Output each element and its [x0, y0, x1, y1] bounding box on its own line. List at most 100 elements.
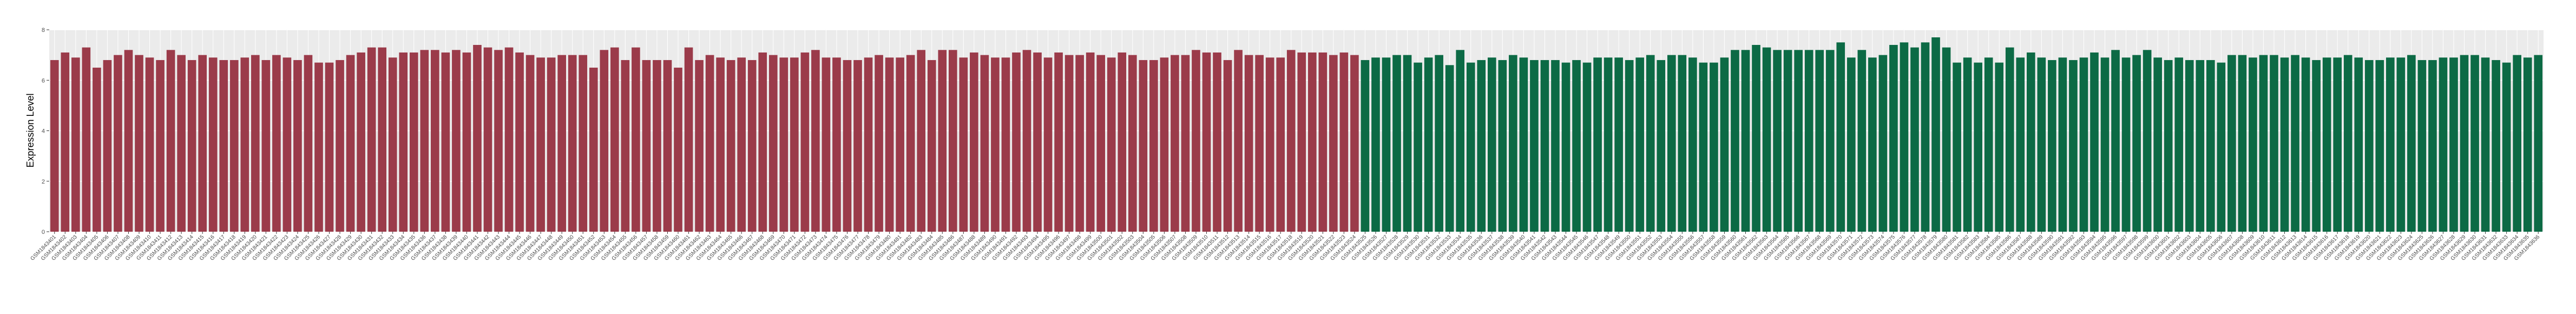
bar: [674, 67, 682, 232]
bar: [726, 60, 735, 232]
bar: [758, 52, 767, 232]
bar: [1593, 57, 1602, 232]
bar: [716, 57, 725, 232]
bar: [864, 57, 873, 232]
bar: [1614, 57, 1623, 232]
bar: [1942, 47, 1951, 232]
bar: [1625, 60, 1634, 232]
bar: [2016, 57, 2025, 232]
bar: [1530, 60, 1539, 232]
bar: [103, 60, 112, 232]
bar: [1139, 60, 1148, 232]
bar: [462, 52, 471, 232]
bar: [198, 55, 207, 232]
bar: [2301, 57, 2310, 232]
bar: [525, 55, 535, 232]
bar: [1350, 55, 1359, 232]
bar: [483, 47, 492, 232]
bar: [779, 57, 788, 232]
bar: [261, 60, 271, 232]
bar: [1582, 62, 1592, 232]
bar: [1086, 52, 1095, 232]
bar: [2523, 57, 2532, 232]
bar: [50, 60, 59, 232]
bar: [737, 57, 746, 232]
bar: [2069, 60, 2078, 232]
bar: [705, 55, 714, 232]
bar: [1762, 47, 1771, 232]
bar: [2439, 57, 2448, 232]
bar: [1022, 50, 1031, 232]
bar: [293, 60, 302, 232]
bar: [1889, 44, 1898, 232]
bar: [282, 57, 292, 232]
bar: [208, 57, 218, 232]
bar: [610, 47, 619, 232]
bar: [473, 44, 482, 232]
bar: [156, 60, 165, 232]
bar: [2090, 52, 2099, 232]
bar: [790, 57, 799, 232]
bar: [1361, 60, 1370, 232]
bar: [441, 52, 450, 232]
bar: [885, 57, 894, 232]
y-tick-label: 8: [42, 27, 45, 34]
bar: [2270, 55, 2278, 232]
bar: [1953, 62, 1961, 232]
y-tick-label: 4: [42, 128, 45, 135]
bar: [1329, 55, 1338, 232]
bar: [1878, 55, 1888, 232]
bar: [177, 55, 186, 232]
bar: [1181, 55, 1190, 232]
bar: [2217, 62, 2226, 232]
bar: [1202, 52, 1211, 232]
bar: [2312, 60, 2321, 232]
bar: [621, 60, 630, 232]
bar: [938, 50, 947, 232]
bar: [409, 52, 418, 232]
bar: [251, 55, 260, 232]
bar: [1297, 52, 1306, 232]
bar: [1815, 50, 1824, 232]
bar: [1731, 50, 1739, 232]
bar: [1572, 60, 1581, 232]
bar: [145, 57, 154, 232]
bar: [2343, 55, 2352, 232]
bar: [1128, 55, 1137, 232]
bar: [1001, 57, 1010, 232]
bar: [1276, 57, 1285, 232]
bar: [2259, 55, 2268, 232]
bar: [187, 60, 196, 232]
bar: [2079, 57, 2088, 232]
bar: [536, 57, 545, 232]
bar: [240, 57, 249, 232]
bar: [124, 50, 133, 232]
bar: [557, 55, 567, 232]
bar: [1107, 57, 1116, 232]
bar: [1710, 62, 1718, 232]
bar: [166, 50, 175, 232]
bar: [504, 47, 514, 232]
bar: [1699, 62, 1708, 232]
bar: [2481, 57, 2490, 232]
bar: [642, 60, 651, 232]
bar: [1424, 57, 1433, 232]
bar: [1825, 50, 1835, 232]
bar: [378, 47, 386, 232]
bar: [1118, 52, 1127, 232]
bar: [1646, 55, 1655, 232]
bar: [1773, 50, 1782, 232]
bar: [1910, 47, 1919, 232]
bar: [1635, 57, 1645, 232]
bar: [2185, 60, 2194, 232]
bar: [589, 67, 598, 232]
bar: [1604, 57, 1613, 232]
bar: [1846, 57, 1856, 232]
bar: [811, 50, 820, 232]
bar: [2291, 55, 2299, 232]
bar: [2386, 57, 2395, 232]
bar: [452, 50, 461, 232]
bar: [2534, 55, 2543, 232]
bar: [653, 60, 661, 232]
bar: [515, 52, 524, 232]
